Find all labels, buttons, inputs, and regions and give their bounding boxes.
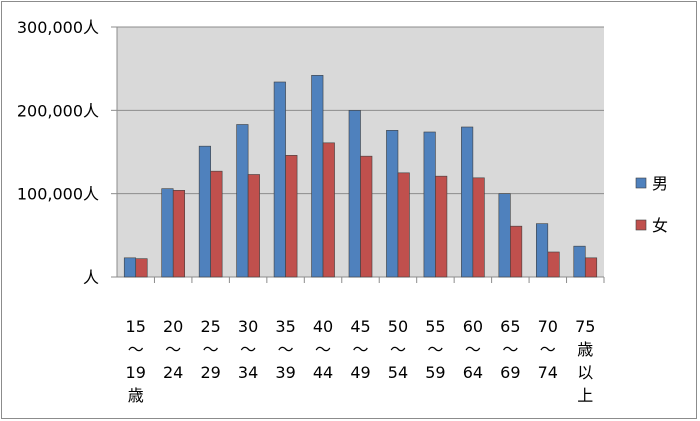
legend-swatch: [635, 177, 647, 189]
bar-female: [172, 190, 185, 278]
y-tick-label: 100,000人: [17, 185, 99, 204]
bar-female: [360, 155, 373, 278]
x-tick-label: 70 〜 74: [538, 317, 558, 382]
x-tick-label: 50 〜 54: [388, 317, 408, 382]
legend-swatch: [635, 219, 647, 231]
bar-male: [536, 223, 549, 278]
y-tick-label: 300,000人: [17, 18, 99, 37]
bar-male: [498, 193, 511, 278]
bar-male: [273, 81, 286, 278]
x-tick-label: 25 〜 29: [200, 317, 220, 382]
bar-male: [161, 188, 174, 278]
bar-female: [247, 174, 260, 278]
bar-female: [547, 251, 560, 278]
bar-male: [311, 75, 324, 278]
legend-label: 男: [652, 174, 668, 193]
bar-female: [210, 170, 223, 278]
bar-female: [322, 142, 335, 278]
x-tick-label: 35 〜 39: [275, 317, 295, 382]
bar-male: [461, 126, 474, 278]
x-tick-label: 45 〜 49: [350, 317, 370, 382]
x-tick-label: 40 〜 44: [313, 317, 333, 382]
x-tick-label: 20 〜 24: [163, 317, 183, 382]
bar-female: [285, 155, 298, 278]
x-tick-label: 30 〜 34: [238, 317, 258, 382]
x-tick-label: 75 歳以上: [575, 317, 595, 405]
bar-female: [584, 257, 598, 278]
bar-female: [135, 258, 148, 278]
bar-male: [236, 124, 249, 278]
y-tick-label: 人: [83, 268, 99, 287]
bar-female: [435, 175, 448, 278]
bar-male: [386, 130, 399, 278]
x-tick-label: 65 〜 69: [500, 317, 520, 382]
bar-male: [423, 131, 436, 278]
bar-male: [123, 257, 137, 278]
x-tick-label: 60 〜 64: [463, 317, 483, 382]
bar-male: [198, 145, 211, 278]
x-tick-label: 55 〜 59: [425, 317, 445, 382]
bar-female: [510, 225, 523, 278]
bar-male: [348, 110, 361, 278]
bar-female: [397, 172, 410, 278]
legend-label: 女: [652, 216, 668, 235]
y-tick-label: 200,000人: [17, 101, 99, 120]
bar-female: [472, 177, 485, 278]
x-tick-label: 15 〜 19 歳: [126, 317, 146, 405]
bar-male: [573, 245, 586, 278]
